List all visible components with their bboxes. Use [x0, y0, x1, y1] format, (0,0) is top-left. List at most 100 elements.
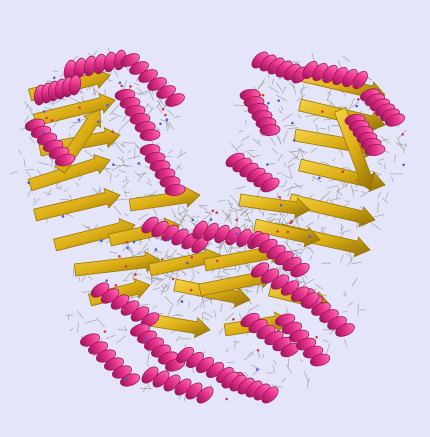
atom-dot-72	[190, 256, 194, 259]
backbone-stick-715	[76, 310, 84, 319]
backbone-stick-403	[278, 108, 283, 114]
alpha-helix-20	[141, 366, 214, 404]
backbone-stick-255	[127, 155, 141, 160]
backbone-stick-367	[336, 185, 347, 193]
backbone-stick-211	[165, 119, 168, 131]
backbone-stick-733	[322, 328, 335, 331]
backbone-stick-716	[218, 199, 226, 202]
backbone-stick-516	[288, 82, 296, 89]
backbone-stick-124	[52, 99, 61, 105]
atom-dot-77	[290, 262, 294, 266]
atom-dot-17	[112, 163, 115, 166]
backbone-stick-289	[259, 133, 264, 137]
backbone-stick-314	[337, 60, 342, 70]
backbone-stick-971	[220, 276, 231, 278]
backbone-stick-334	[352, 189, 359, 192]
atom-dot-10	[53, 76, 56, 80]
backbone-stick-433	[394, 154, 396, 163]
atom-dot-75	[235, 232, 239, 236]
backbone-stick-317	[269, 137, 277, 146]
backbone-stick-300	[342, 55, 351, 63]
backbone-stick-444	[381, 197, 388, 203]
atom-dot-7	[78, 106, 81, 109]
backbone-stick-256	[44, 106, 53, 110]
backbone-stick-21	[147, 178, 151, 183]
backbone-stick-675	[168, 281, 170, 290]
backbone-stick-117	[123, 79, 127, 91]
backbone-stick-181	[23, 115, 30, 123]
backbone-stick-682	[243, 352, 254, 361]
atom-dot-30	[341, 170, 345, 173]
backbone-stick-547	[118, 328, 128, 331]
backbone-stick-351	[321, 161, 329, 165]
backbone-stick-749	[202, 311, 214, 318]
alpha-helix-5	[251, 51, 309, 84]
backbone-stick-405	[271, 78, 274, 85]
backbone-stick-192	[64, 188, 68, 192]
backbone-stick-589	[230, 195, 240, 205]
backbone-stick-149	[134, 171, 141, 178]
backbone-stick-201	[121, 156, 125, 167]
backbone-stick-874	[192, 266, 195, 279]
backbone-stick-681	[238, 312, 243, 320]
backbone-stick-727	[351, 277, 358, 287]
backbone-stick-274	[369, 170, 382, 176]
backbone-stick-418	[351, 101, 360, 108]
backbone-stick-171	[20, 127, 26, 131]
backbone-stick-661	[308, 246, 315, 254]
backbone-stick-881	[170, 249, 178, 257]
backbone-stick-840	[243, 218, 252, 223]
backbone-stick-865	[200, 213, 211, 223]
backbone-stick-505	[312, 176, 322, 183]
backbone-stick-146	[88, 53, 98, 59]
backbone-stick-588	[271, 384, 283, 388]
backbone-stick-441	[291, 184, 304, 189]
backbone-stick-90	[109, 116, 117, 122]
backbone-stick-167	[9, 170, 18, 175]
backbone-stick-313	[312, 116, 319, 123]
atom-dot-26	[286, 230, 290, 234]
backbone-stick-663	[351, 261, 363, 265]
backbone-stick-425	[277, 135, 282, 145]
atom-dot-65	[227, 239, 231, 242]
backbone-stick-518	[241, 135, 251, 142]
backbone-stick-353	[391, 176, 394, 183]
backbone-stick-451	[249, 154, 260, 158]
backbone-stick-734	[349, 251, 353, 262]
backbone-stick-1018	[166, 286, 169, 292]
backbone-stick-1009	[291, 250, 302, 254]
backbone-stick-476	[345, 200, 351, 202]
atom-dot-84	[191, 218, 195, 222]
backbone-stick-506	[238, 130, 244, 133]
backbone-stick-695	[246, 288, 248, 294]
atom-dot-33	[277, 99, 281, 102]
backbone-stick-499	[378, 158, 385, 161]
backbone-stick-398	[326, 99, 336, 108]
backbone-stick-501	[287, 127, 299, 130]
backbone-stick-538	[127, 244, 134, 254]
backbone-stick-432	[348, 97, 355, 110]
backbone-stick-222	[159, 118, 169, 123]
backbone-stick-1001	[145, 276, 157, 283]
atom-dot-53	[122, 308, 125, 312]
backbone-stick-41	[115, 198, 128, 201]
backbone-stick-900	[150, 280, 155, 285]
backbone-stick-397	[236, 143, 244, 150]
backbone-stick-837	[226, 212, 230, 223]
atom-dot-61	[103, 330, 107, 333]
backbone-stick-535	[262, 210, 265, 217]
backbone-stick-358	[377, 161, 383, 166]
backbone-stick-1038	[217, 245, 223, 256]
alpha-helix-0	[63, 49, 127, 81]
backbone-stick-693	[315, 284, 324, 290]
backbone-stick-628	[147, 351, 150, 363]
backbone-stick-492	[327, 125, 330, 132]
backbone-stick-280	[275, 191, 279, 201]
backbone-stick-666	[236, 266, 242, 274]
atom-dot-39	[318, 70, 321, 73]
backbone-stick-140	[25, 104, 29, 109]
backbone-stick-584	[339, 254, 344, 263]
backbone-stick-267	[289, 216, 300, 222]
backbone-stick-13	[52, 70, 59, 72]
beta-strand-18	[253, 218, 321, 248]
